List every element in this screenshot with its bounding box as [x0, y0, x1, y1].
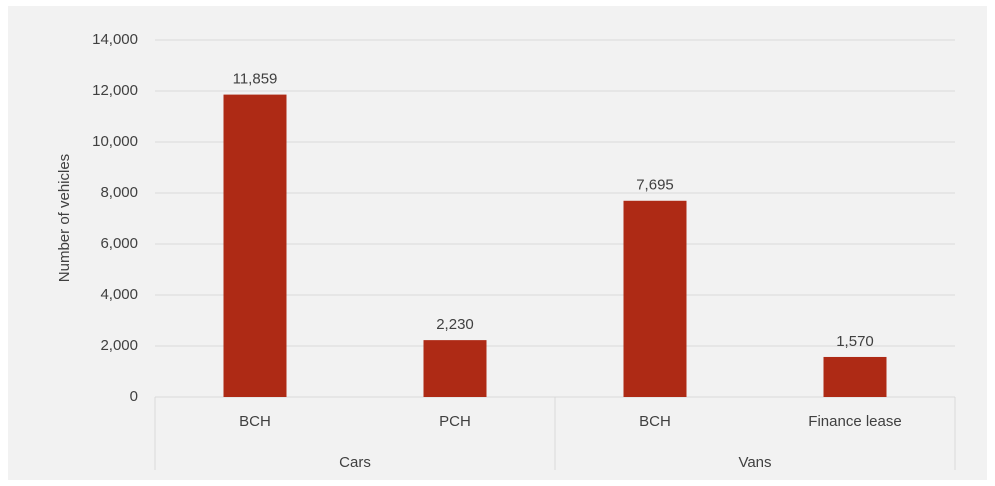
- data-label: 7,695: [636, 177, 674, 194]
- x-tick-label: BCH: [239, 413, 271, 430]
- chart-background: [8, 6, 987, 480]
- bar: [423, 340, 487, 397]
- y-tick-label: 0: [130, 388, 138, 405]
- y-tick-label: 12,000: [92, 82, 138, 99]
- x-tick-label: BCH: [639, 413, 671, 430]
- data-label: 11,859: [233, 71, 278, 88]
- y-tick-label: 8,000: [100, 184, 138, 201]
- y-tick-label: 14,000: [92, 31, 138, 48]
- y-tick-label: 2,000: [100, 337, 138, 354]
- y-tick-label: 6,000: [100, 235, 138, 252]
- data-label: 2,230: [436, 316, 474, 333]
- bar: [623, 200, 687, 397]
- y-tick-label: 10,000: [92, 133, 138, 150]
- bar: [223, 94, 287, 398]
- bar: [823, 356, 887, 397]
- x-tick-label: PCH: [439, 413, 471, 430]
- y-axis-label: Number of vehicles: [56, 154, 73, 282]
- group-label: Vans: [738, 454, 771, 471]
- x-tick-label: Finance lease: [808, 413, 901, 430]
- y-tick-label: 4,000: [100, 286, 138, 303]
- data-label: 1,570: [836, 333, 874, 350]
- group-label: Cars: [339, 454, 371, 471]
